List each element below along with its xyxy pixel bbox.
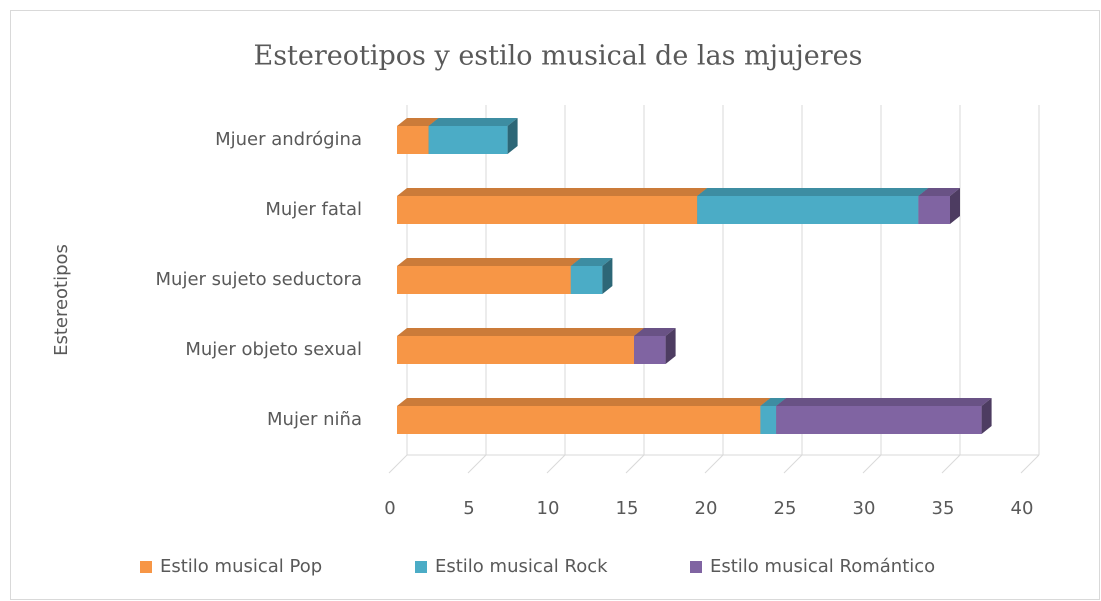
x-tick-label: 0 (384, 498, 395, 519)
bar-segment (918, 188, 960, 224)
bar-front (776, 406, 982, 434)
bar-front (634, 336, 666, 364)
bar-top (776, 398, 992, 406)
bar-top (397, 398, 771, 406)
legend-swatch (415, 561, 427, 573)
bar-side (507, 118, 518, 154)
category-label: Mjuer andrógina (215, 129, 362, 150)
legend-label: Estilo musical Rock (435, 556, 608, 577)
category-label: Mujer fatal (265, 199, 362, 220)
category-label: Mujer sujeto seductora (156, 269, 362, 290)
legend-label: Estilo musical Pop (160, 556, 322, 577)
bar-front (428, 126, 508, 154)
bar-side (981, 398, 992, 434)
floor-grid-line (467, 454, 487, 474)
bar-front (397, 406, 761, 434)
bar-segment (428, 118, 518, 154)
bar-front (397, 336, 634, 364)
category-label: Mujer objeto sexual (185, 339, 362, 360)
bar-top (397, 118, 439, 126)
bar-side (602, 258, 613, 294)
bar-top (428, 118, 518, 126)
bar-top (760, 398, 787, 406)
x-tick-label: 40 (1011, 498, 1034, 519)
floor-grid-line (388, 454, 408, 474)
floor-grid-line (625, 454, 645, 474)
bar-front (697, 196, 919, 224)
bar-front (397, 126, 429, 154)
bar-top (397, 188, 708, 196)
floor-grid-line (941, 454, 961, 474)
bar-top (697, 188, 929, 196)
bar-segment (397, 188, 708, 224)
bar-top (570, 258, 613, 266)
bar-front (397, 196, 698, 224)
floor-grid-line (862, 454, 882, 474)
bar-segment (776, 398, 992, 434)
floor-grid-line (1020, 454, 1040, 474)
bar-segment (397, 258, 581, 294)
floor-grid-line (783, 454, 803, 474)
legend-swatch (140, 561, 152, 573)
legend-label: Estilo musical Romántico (710, 556, 935, 577)
chart-title: Estereotipos y estilo musical de las mju… (253, 41, 862, 72)
bar-front (918, 196, 950, 224)
x-tick-label: 35 (932, 498, 955, 519)
x-tick-label: 30 (853, 498, 876, 519)
y-axis-label: Estereotipos (51, 244, 72, 356)
bar-top (918, 188, 960, 196)
x-tick-label: 5 (463, 498, 474, 519)
x-tick-label: 15 (616, 498, 639, 519)
bar-segment (634, 328, 676, 364)
bar-segment (697, 188, 929, 224)
floor-grid-line (546, 454, 566, 474)
bar-segment (570, 258, 613, 294)
bar-side (950, 188, 960, 224)
bar-front (397, 266, 571, 294)
bar-top (634, 328, 676, 336)
bar-segment (397, 398, 771, 434)
bar-top (397, 328, 644, 336)
floor-grid-line (704, 454, 724, 474)
bar-side (665, 328, 676, 364)
category-label: Mujer niña (267, 409, 362, 430)
x-tick-label: 25 (774, 498, 797, 519)
bar-top (397, 258, 581, 266)
bar-front (760, 406, 777, 434)
bar-front (570, 266, 603, 294)
legend-swatch (690, 561, 702, 573)
x-tick-label: 20 (695, 498, 718, 519)
bar-segment (397, 328, 644, 364)
chart-border (10, 10, 1100, 600)
x-tick-label: 10 (537, 498, 560, 519)
